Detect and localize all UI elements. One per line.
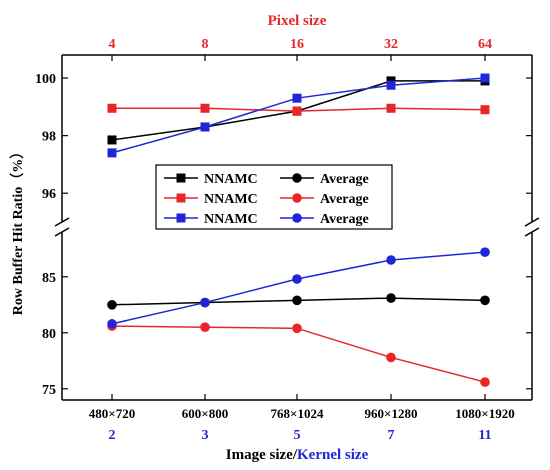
bottom-axis-title: Image size/Kernel size xyxy=(226,447,369,463)
data-point-blue-circle xyxy=(386,255,396,265)
series-line-red-circle xyxy=(111,325,486,383)
legend-marker-square xyxy=(176,173,186,183)
x-axis-title-image-size: Image size/ xyxy=(226,447,298,463)
axis-break-gap xyxy=(526,222,538,232)
legend-label: NNAMC xyxy=(204,192,258,207)
y-lower-tick-label: 85 xyxy=(42,271,56,286)
data-point-red-square xyxy=(386,103,396,113)
data-point-blue-square xyxy=(200,122,210,132)
x-axis-title-kernel-size: Kernel size xyxy=(297,447,369,463)
data-point-black-circle xyxy=(480,295,490,306)
plot-area: 96981007580854480×72028600×800316768×102… xyxy=(35,37,540,443)
y-upper-tick-label: 100 xyxy=(35,72,56,87)
data-point-red-square xyxy=(480,105,490,115)
x-tick-label: 768×1024 xyxy=(271,406,324,421)
axis-break-mark xyxy=(54,217,70,227)
data-point-red-circle xyxy=(200,322,210,333)
legend-marker-circle xyxy=(292,213,302,223)
axis-break-mark xyxy=(54,227,70,237)
data-point-black-circle xyxy=(386,293,396,303)
y-upper-tick-label: 98 xyxy=(42,130,56,145)
data-point-blue-circle xyxy=(292,274,302,284)
axis-break-mark xyxy=(524,217,540,227)
legend-label: Average xyxy=(320,212,369,227)
data-point-blue-square xyxy=(107,148,117,158)
data-point-red-square xyxy=(107,103,117,113)
x-tick-label-kernel: 5 xyxy=(294,428,301,443)
y-lower-tick-label: 75 xyxy=(42,383,56,398)
axis-break-gap xyxy=(56,222,68,232)
data-point-red-circle xyxy=(386,352,396,363)
data-point-blue-circle xyxy=(107,319,117,329)
x-top-tick-label: 4 xyxy=(109,37,116,52)
x-tick-label-kernel: 11 xyxy=(478,428,491,443)
data-point-blue-circle xyxy=(200,297,210,308)
data-point-red-square xyxy=(292,106,302,116)
data-point-black-circle xyxy=(292,295,302,306)
data-point-blue-square xyxy=(480,73,490,83)
data-point-blue-circle xyxy=(480,247,490,257)
data-point-blue-square xyxy=(292,93,302,103)
x-top-tick-label: 16 xyxy=(290,37,304,52)
legend-label: Average xyxy=(320,172,369,187)
data-point-black-square xyxy=(107,135,117,145)
legend-marker-square xyxy=(176,213,186,223)
y-axis-title: Row Buffer Hit Ratio（%） xyxy=(10,145,26,315)
legend-marker-square xyxy=(176,193,186,203)
legend-marker-circle xyxy=(292,173,302,183)
legend-label: Average xyxy=(320,192,369,207)
data-point-blue-square xyxy=(386,80,396,90)
x-tick-label-kernel: 2 xyxy=(109,428,116,443)
y-lower-tick-label: 80 xyxy=(42,327,56,342)
x-tick-label: 480×720 xyxy=(89,406,135,421)
legend-label: NNAMC xyxy=(204,172,258,187)
axis-break-mark xyxy=(524,227,540,237)
data-point-red-square xyxy=(200,103,210,113)
x-tick-label-kernel: 7 xyxy=(388,428,395,443)
x-tick-label: 1080×1920 xyxy=(455,406,514,421)
x-tick-label-kernel: 3 xyxy=(202,428,209,443)
x-top-tick-label: 8 xyxy=(202,37,209,52)
x-tick-label: 600×800 xyxy=(182,406,228,421)
x-tick-label: 960×1280 xyxy=(365,406,418,421)
series-line-blue-circle xyxy=(111,251,486,325)
data-point-black-circle xyxy=(107,300,117,310)
data-point-red-circle xyxy=(480,377,490,387)
data-point-red-circle xyxy=(292,323,302,334)
legend: NNAMC Average NNAMC Average NNAMC Average xyxy=(155,164,393,230)
legend-label: NNAMC xyxy=(204,212,258,227)
legend-marker-circle xyxy=(292,193,302,203)
x-top-tick-label: 64 xyxy=(478,37,492,52)
top-axis-title: Pixel size xyxy=(268,13,327,29)
x-top-tick-label: 32 xyxy=(384,37,398,52)
y-upper-tick-label: 96 xyxy=(42,187,56,202)
